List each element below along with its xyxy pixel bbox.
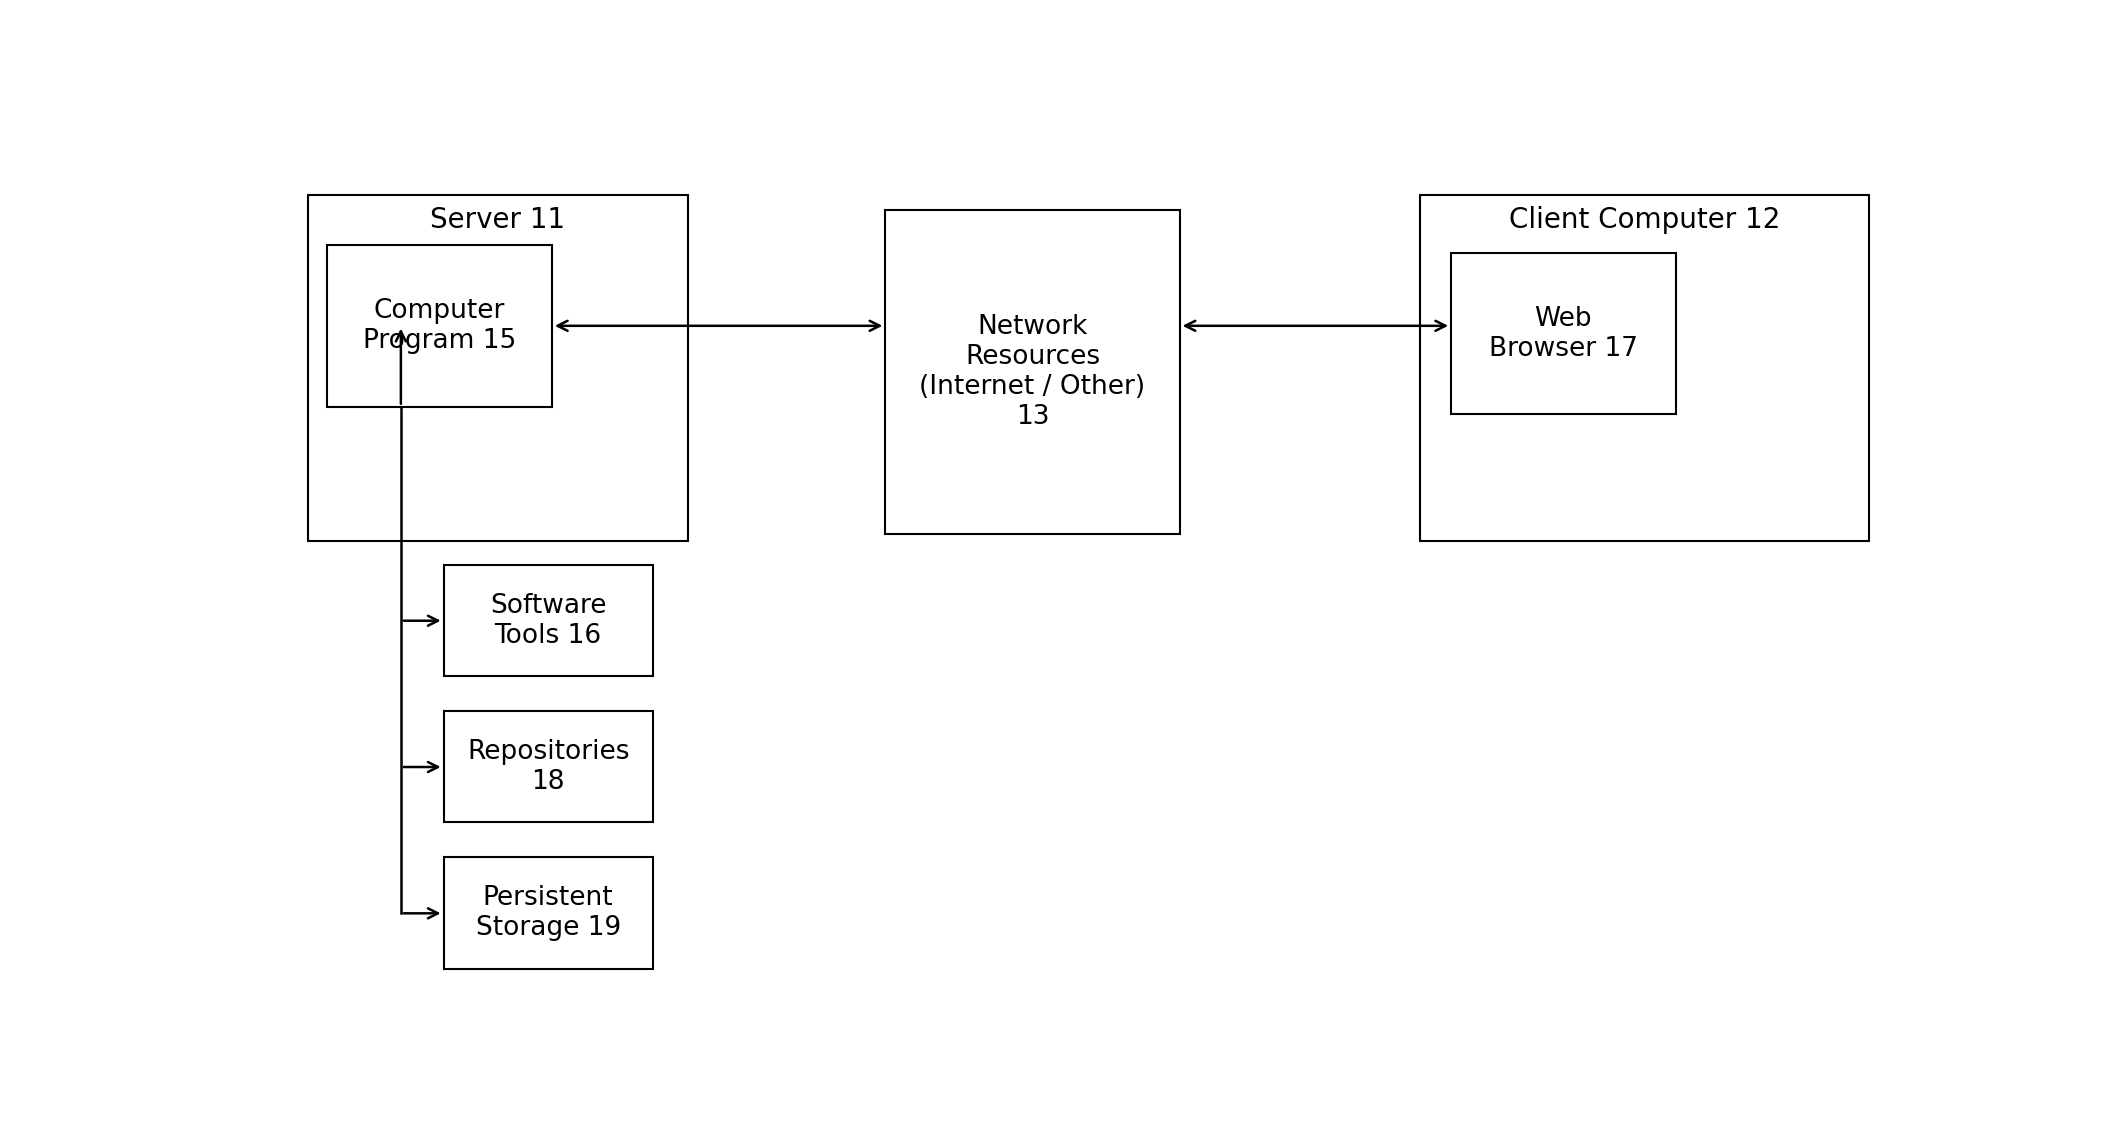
Bar [443, 857, 654, 969]
Text: Client Computer 12: Client Computer 12 [1509, 207, 1780, 234]
Text: Computer
Program 15: Computer Program 15 [363, 298, 516, 354]
Bar [443, 711, 654, 823]
Bar [1451, 253, 1676, 415]
Bar [1420, 195, 1869, 542]
Text: Software
Tools 16: Software Tools 16 [490, 593, 607, 649]
Text: Persistent
Storage 19: Persistent Storage 19 [475, 886, 622, 942]
Text: Network
Resources
(Internet / Other)
13: Network Resources (Internet / Other) 13 [919, 314, 1146, 430]
Bar [443, 565, 654, 677]
Bar [885, 210, 1180, 534]
Text: Server 11: Server 11 [431, 207, 564, 234]
Text: Repositories
18: Repositories 18 [467, 740, 630, 796]
Bar [327, 245, 552, 407]
Text: Web
Browser 17: Web Browser 17 [1490, 305, 1638, 361]
Bar [308, 195, 688, 542]
